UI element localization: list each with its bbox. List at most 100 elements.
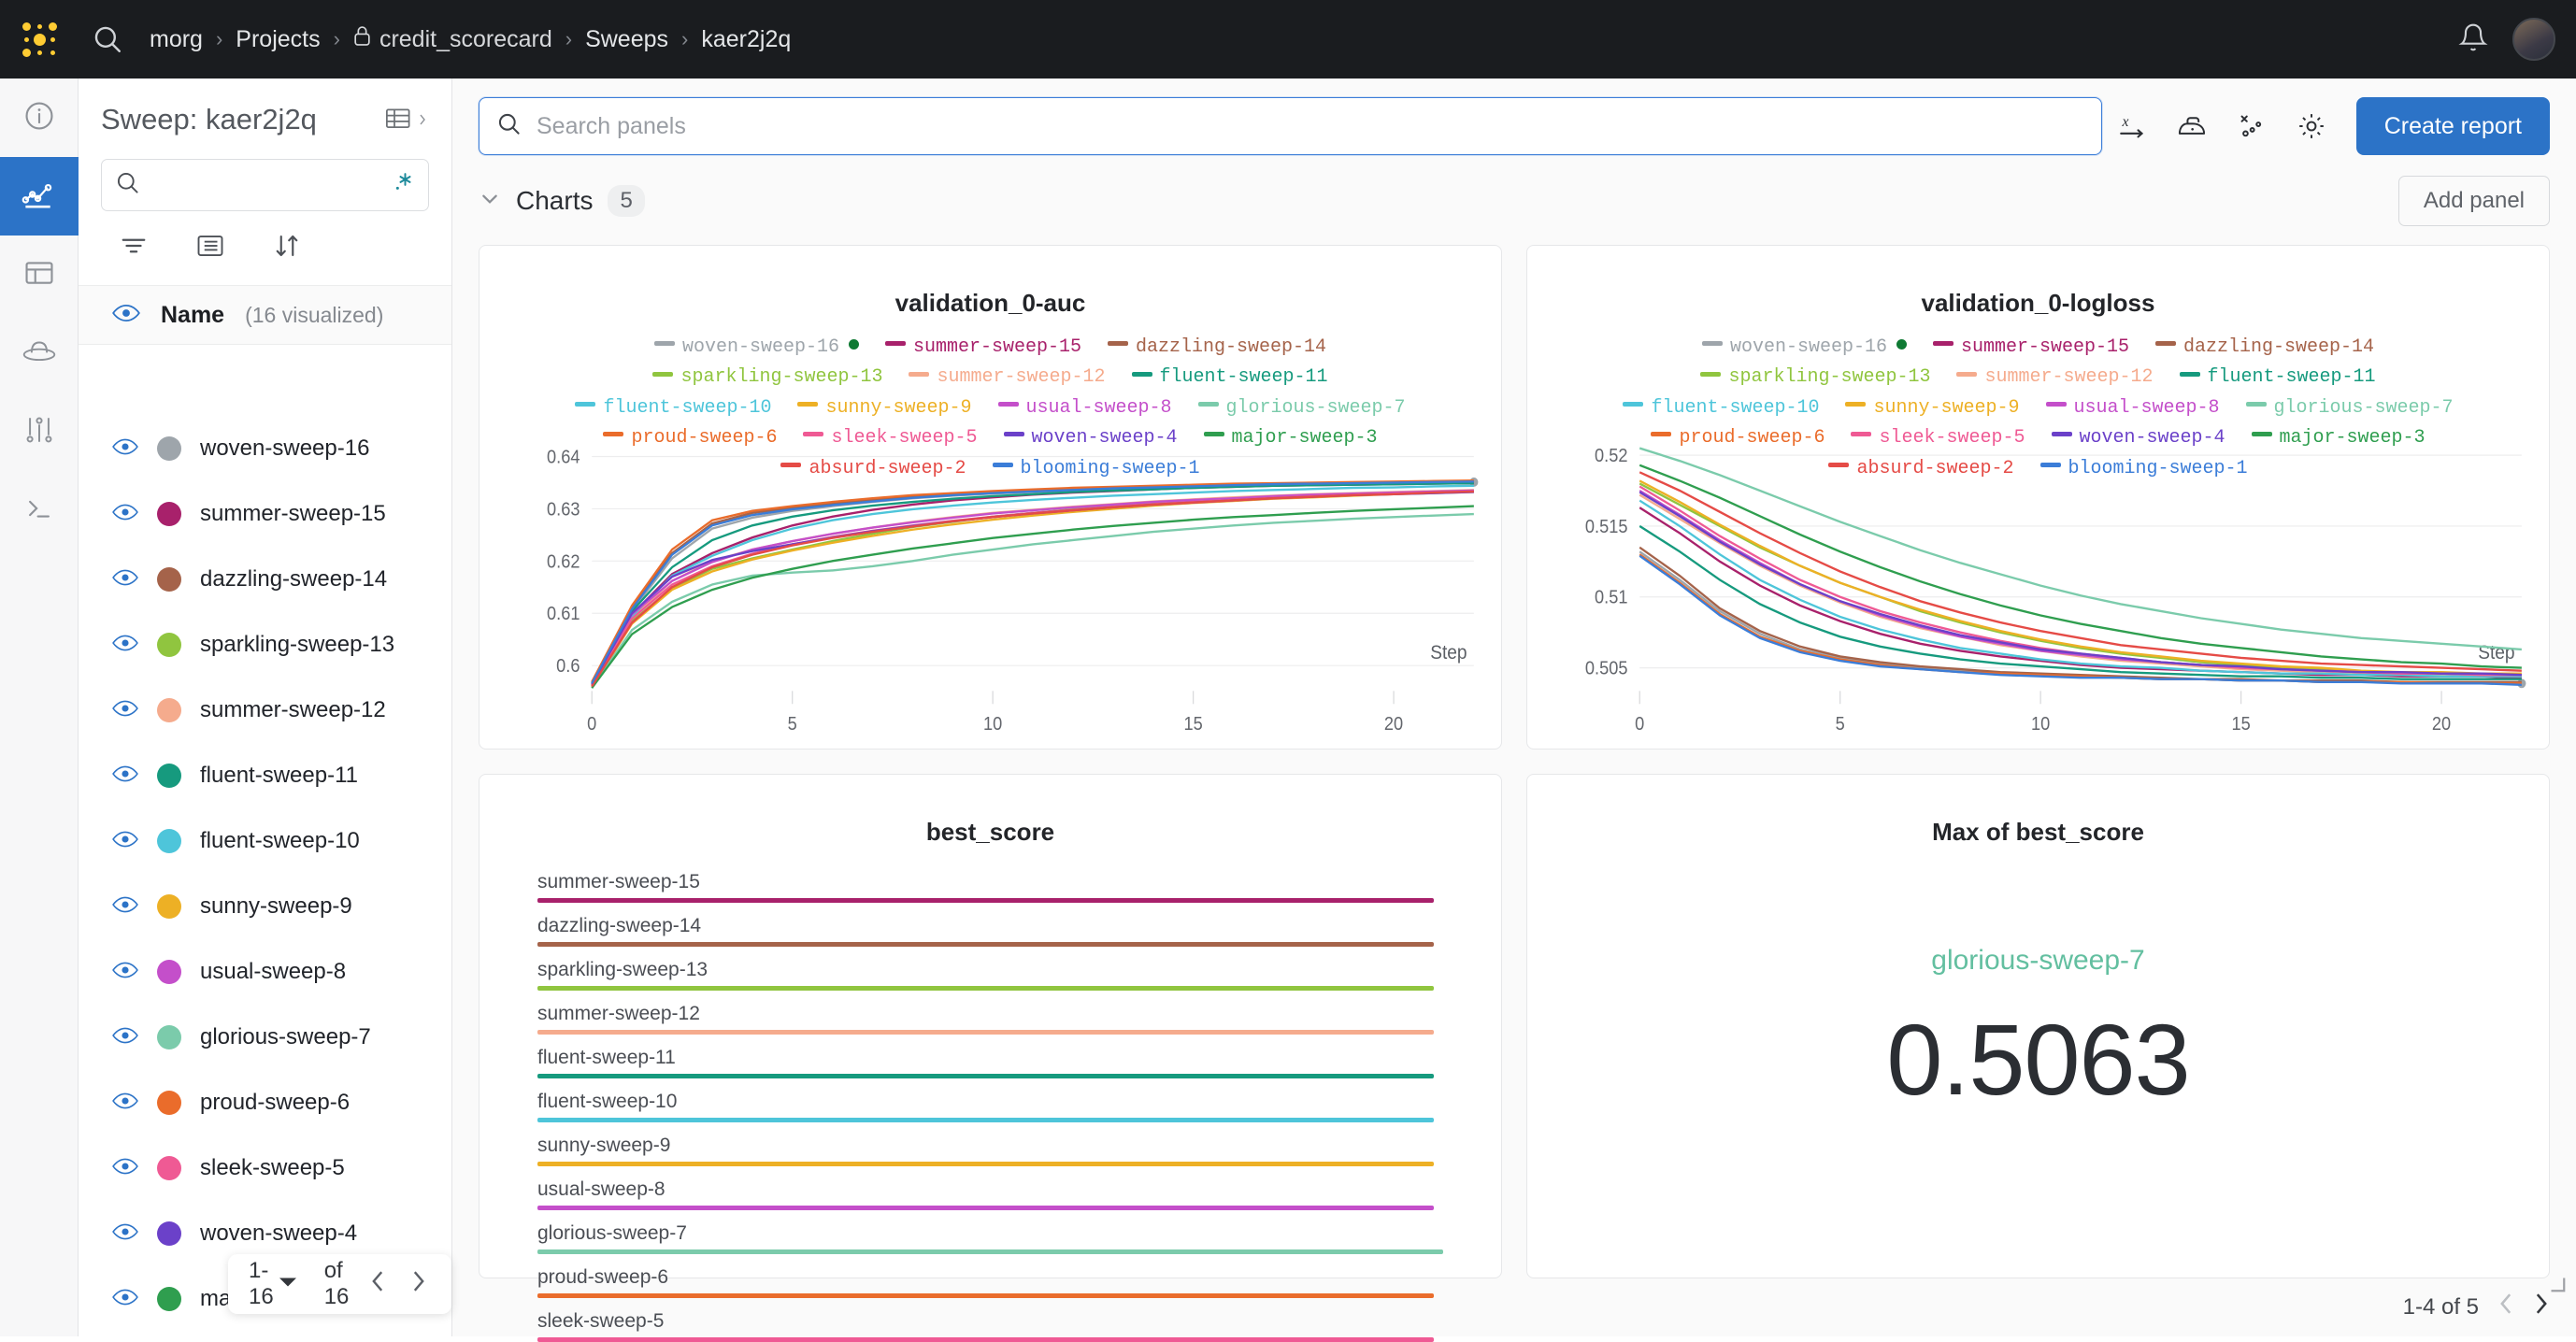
eye-icon[interactable]: [112, 961, 138, 984]
chevron-down-icon[interactable]: [279, 1276, 296, 1292]
breadcrumb-projects[interactable]: Projects: [222, 26, 333, 53]
sidebar-item-sliders[interactable]: [0, 393, 79, 471]
legend-item[interactable]: fluent-sweep-10: [1623, 393, 1819, 423]
legend-item[interactable]: fluent-sweep-11: [2180, 363, 2376, 393]
sidebar-item-charts[interactable]: [0, 157, 79, 236]
eye-icon[interactable]: [112, 568, 138, 592]
search-icon[interactable]: [79, 23, 136, 55]
bell-icon[interactable]: [2458, 22, 2488, 57]
add-panel-button[interactable]: Add panel: [2398, 176, 2550, 226]
legend-item[interactable]: glorious-sweep-7: [2246, 393, 2454, 423]
bar-chart-row[interactable]: fluent-sweep-10: [479, 1091, 1501, 1122]
eye-icon[interactable]: [112, 1288, 138, 1311]
run-list-item[interactable]: sunny-sweep-9: [79, 874, 452, 939]
eye-icon[interactable]: [112, 764, 138, 788]
bar-chart-row[interactable]: usual-sweep-8: [479, 1178, 1501, 1210]
legend-item[interactable]: summer-sweep-12: [909, 363, 1105, 393]
run-list-item[interactable]: summer-sweep-12: [79, 678, 452, 743]
legend-item[interactable]: dazzling-sweep-14: [1108, 333, 1326, 363]
eye-icon[interactable]: [112, 895, 138, 919]
legend-item[interactable]: glorious-sweep-7: [1198, 393, 1406, 423]
user-avatar[interactable]: [2512, 18, 2555, 61]
chevron-left-icon[interactable]: [2497, 1291, 2514, 1323]
run-list-item[interactable]: absurd-sweep-2: [79, 1332, 452, 1336]
gear-icon[interactable]: [2282, 97, 2341, 155]
run-page-range[interactable]: 1-16: [249, 1258, 274, 1310]
eye-icon[interactable]: [112, 634, 138, 657]
smoothing-iron-icon[interactable]: [2162, 97, 2222, 155]
eye-icon[interactable]: [112, 437, 138, 461]
x-axis-icon[interactable]: x: [2102, 97, 2162, 155]
run-list-item[interactable]: usual-sweep-8: [79, 939, 452, 1005]
legend-item[interactable]: usual-sweep-8: [998, 393, 1172, 423]
wandb-logo[interactable]: [0, 0, 79, 79]
sidebar-item-terminal[interactable]: [0, 471, 79, 550]
regex-star-icon[interactable]: [389, 170, 415, 201]
eye-icon[interactable]: [112, 699, 138, 722]
columns-icon[interactable]: [196, 233, 224, 264]
legend-item[interactable]: summer-sweep-15: [1933, 333, 2129, 363]
eye-icon[interactable]: [112, 1026, 138, 1049]
table-expand-icon[interactable]: [385, 107, 429, 133]
eye-icon[interactable]: [112, 1092, 138, 1115]
eye-icon[interactable]: [112, 830, 138, 853]
run-list-item[interactable]: glorious-sweep-7: [79, 1005, 452, 1070]
legend-item[interactable]: summer-sweep-12: [1956, 363, 2153, 393]
legend-item[interactable]: sunny-sweep-9: [797, 393, 971, 423]
run-list-item[interactable]: dazzling-sweep-14: [79, 547, 452, 612]
run-list-item[interactable]: fluent-sweep-11: [79, 743, 452, 808]
breadcrumb-entity[interactable]: morg: [136, 26, 216, 53]
chevron-left-icon[interactable]: [365, 1268, 390, 1301]
breadcrumb-sweep-id[interactable]: kaer2j2q: [688, 26, 804, 53]
legend-item[interactable]: usual-sweep-8: [2046, 393, 2220, 423]
legend-item[interactable]: fluent-sweep-11: [1132, 363, 1328, 393]
sidebar-item-info[interactable]: [0, 79, 79, 157]
bar-chart-row[interactable]: dazzling-sweep-14: [479, 915, 1501, 947]
legend-item[interactable]: fluent-sweep-10: [575, 393, 771, 423]
bar-chart-row[interactable]: summer-sweep-12: [479, 1003, 1501, 1035]
outliers-icon[interactable]: [2222, 97, 2282, 155]
bar-chart-row[interactable]: sunny-sweep-9: [479, 1135, 1501, 1166]
legend-item[interactable]: woven-sweep-16: [654, 333, 859, 363]
sidebar-item-sweeps[interactable]: [0, 314, 79, 393]
run-list-item[interactable]: woven-sweep-16: [79, 416, 452, 481]
search-input[interactable]: [537, 113, 2084, 140]
run-list-item[interactable]: fluent-sweep-10: [79, 808, 452, 874]
eye-icon[interactable]: [112, 503, 138, 526]
run-list-item[interactable]: summer-sweep-15: [79, 481, 452, 547]
panel-max-of-best-score[interactable]: Max of best_score glorious-sweep-7 0.506…: [1526, 774, 2550, 1278]
legend-item[interactable]: sparkling-sweep-13: [1700, 363, 1930, 393]
legend-item[interactable]: summer-sweep-15: [885, 333, 1081, 363]
bar-chart-row[interactable]: fluent-sweep-11: [479, 1047, 1501, 1078]
bar-chart-row[interactable]: summer-sweep-15: [479, 871, 1501, 903]
run-search-input[interactable]: [101, 159, 429, 211]
bar-chart-row[interactable]: sleek-sweep-5: [479, 1310, 1501, 1342]
filter-icon[interactable]: [120, 232, 148, 264]
sidebar-item-table[interactable]: [0, 236, 79, 314]
bar-chart-row[interactable]: proud-sweep-6: [479, 1266, 1501, 1298]
run-list-item[interactable]: proud-sweep-6: [79, 1070, 452, 1135]
legend-item[interactable]: sparkling-sweep-13: [652, 363, 882, 393]
create-report-button[interactable]: Create report: [2356, 97, 2550, 155]
legend-item[interactable]: woven-sweep-16: [1702, 333, 1907, 363]
bar-chart-row[interactable]: glorious-sweep-7: [479, 1222, 1501, 1254]
chevron-right-icon[interactable]: [407, 1268, 431, 1301]
legend-item[interactable]: sunny-sweep-9: [1845, 393, 2019, 423]
eye-icon[interactable]: [112, 303, 140, 328]
breadcrumb-sweeps[interactable]: Sweeps: [572, 26, 681, 53]
legend-item[interactable]: dazzling-sweep-14: [2155, 333, 2374, 363]
eye-icon[interactable]: [112, 1222, 138, 1246]
resize-corner-icon[interactable]: [2546, 1273, 2567, 1299]
sort-icon[interactable]: [273, 232, 301, 264]
eye-icon[interactable]: [112, 1157, 138, 1180]
run-list-item[interactable]: sparkling-sweep-13: [79, 612, 452, 678]
bar-chart-row[interactable]: sparkling-sweep-13: [479, 959, 1501, 991]
chevron-down-icon[interactable]: [479, 188, 501, 215]
breadcrumb-project[interactable]: credit_scorecard: [340, 25, 565, 53]
